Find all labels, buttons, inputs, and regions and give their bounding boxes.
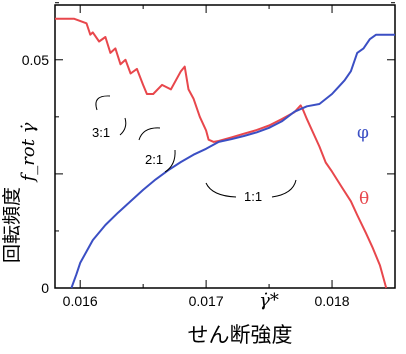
series-label-theta: θ bbox=[359, 189, 369, 209]
annotation-2-1: 2:1 bbox=[145, 152, 163, 167]
x-tick-label: 0.017 bbox=[189, 293, 224, 309]
annotation-brace-2-1b bbox=[164, 149, 176, 173]
x-tick-label: 0.018 bbox=[315, 293, 350, 309]
y-axis-label: f_rot γ̇ bbox=[18, 122, 39, 183]
x-axis-caption: せん断強度 bbox=[188, 323, 293, 347]
annotation-brace-1-1 bbox=[205, 182, 237, 198]
y-axis-caption: 回転頻度 bbox=[1, 187, 23, 263]
annotation-brace-3-1b bbox=[119, 117, 127, 136]
x-axis-label: γ̇* bbox=[259, 290, 279, 311]
series-line-phi bbox=[70, 33, 395, 289]
y-tick-label: 0 bbox=[41, 280, 49, 296]
y-tick-label: 0.05 bbox=[22, 52, 49, 68]
annotation-brace-2-1 bbox=[138, 127, 161, 141]
x-tick-label: 0.016 bbox=[63, 293, 98, 309]
series-line-theta bbox=[55, 17, 388, 289]
plot-frame bbox=[54, 4, 396, 289]
annotation-brace-3-1 bbox=[95, 95, 111, 111]
annotation-3-1: 3:1 bbox=[92, 125, 110, 140]
series-label-phi: φ bbox=[357, 123, 369, 143]
annotation-1-1: 1:1 bbox=[244, 189, 262, 204]
annotation-brace-1-1b bbox=[271, 179, 297, 198]
